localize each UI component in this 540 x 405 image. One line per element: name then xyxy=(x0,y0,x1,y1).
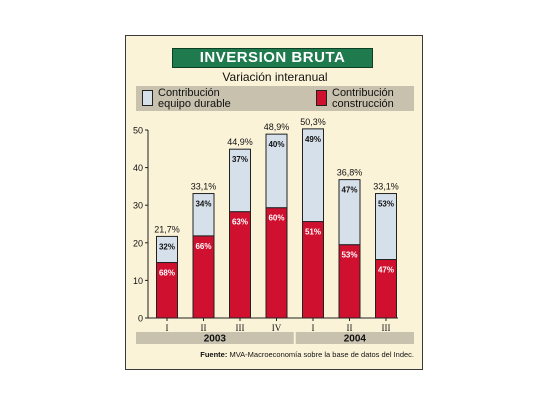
legend-label-construccion: Contribución construcción xyxy=(332,87,394,110)
total-label: 44,9% xyxy=(227,137,253,147)
label-construccion: 68% xyxy=(159,269,175,278)
bar-equipo xyxy=(375,193,397,261)
label-equipo: 34% xyxy=(195,200,211,209)
year-band xyxy=(295,332,414,344)
y-tick-label: 30 xyxy=(133,201,143,211)
label-construccion: 53% xyxy=(341,251,357,260)
year-band xyxy=(136,332,294,344)
y-tick-label: 40 xyxy=(133,163,143,173)
total-label: 36,8% xyxy=(337,168,363,178)
bar-equipo xyxy=(302,128,324,223)
x-tick-label: III xyxy=(382,323,391,333)
x-tick-label: II xyxy=(347,323,353,333)
source-label: Fuente: xyxy=(200,350,228,359)
bar-construccion xyxy=(229,211,251,319)
total-label: 33,1% xyxy=(373,182,399,192)
total-label: 33,1% xyxy=(191,182,217,192)
label-equipo: 32% xyxy=(159,242,175,251)
x-tick-label: III xyxy=(236,323,245,333)
x-tick-label: I xyxy=(166,323,169,333)
y-tick-label: 10 xyxy=(133,276,143,286)
legend: Contribución equipo durable Contribución… xyxy=(136,86,414,111)
source-text: MVA-Macroeconomía sobre la base de datos… xyxy=(229,350,414,359)
label-construccion: 60% xyxy=(268,214,284,223)
label-construccion: 51% xyxy=(305,228,321,237)
bar-construccion xyxy=(265,207,288,319)
label-equipo: 49% xyxy=(305,135,321,144)
x-tick-label: II xyxy=(201,323,207,333)
label-construccion: 66% xyxy=(195,242,211,251)
total-label: 48,9% xyxy=(264,122,290,132)
legend-swatch-equipo xyxy=(142,90,153,106)
label-construccion: 63% xyxy=(232,218,248,227)
legend-swatch-construccion xyxy=(316,90,327,106)
bar-equipo xyxy=(265,133,288,209)
chart-figure: INVERSION BRUTA Variación interanual Con… xyxy=(125,35,423,370)
label-equipo: 40% xyxy=(268,140,284,149)
chart-title: INVERSION BRUTA xyxy=(172,48,373,68)
x-tick-label: I xyxy=(312,323,315,333)
label-equipo: 47% xyxy=(341,186,357,195)
y-tick-label: 0 xyxy=(138,314,143,324)
source-note: Fuente: MVA-Macroeconomía sobre la base … xyxy=(126,350,414,359)
year-label: 2004 xyxy=(344,334,367,345)
x-tick-label: IV xyxy=(272,323,282,333)
bar-chart: 0 10 20 30 40 50 68% 32% 21,7% I 66% 34% 33,1% II 63% 3… xyxy=(133,117,414,345)
bar-equipo xyxy=(229,148,251,213)
year-label: 2003 xyxy=(204,334,227,345)
label-construccion: 47% xyxy=(378,266,394,275)
chart-subtitle: Variación interanual xyxy=(222,70,328,84)
bar-equipo xyxy=(156,235,178,264)
label-equipo: 53% xyxy=(378,200,394,209)
total-label: 21,7% xyxy=(154,224,180,234)
label-equipo: 37% xyxy=(232,155,248,164)
y-tick-label: 50 xyxy=(133,126,143,136)
bar-equipo xyxy=(338,179,361,246)
total-label: 50,3% xyxy=(300,117,326,127)
y-tick-label: 20 xyxy=(133,238,143,248)
bar-equipo xyxy=(192,193,215,237)
legend-label-equipo: Contribución equipo durable xyxy=(158,87,231,110)
